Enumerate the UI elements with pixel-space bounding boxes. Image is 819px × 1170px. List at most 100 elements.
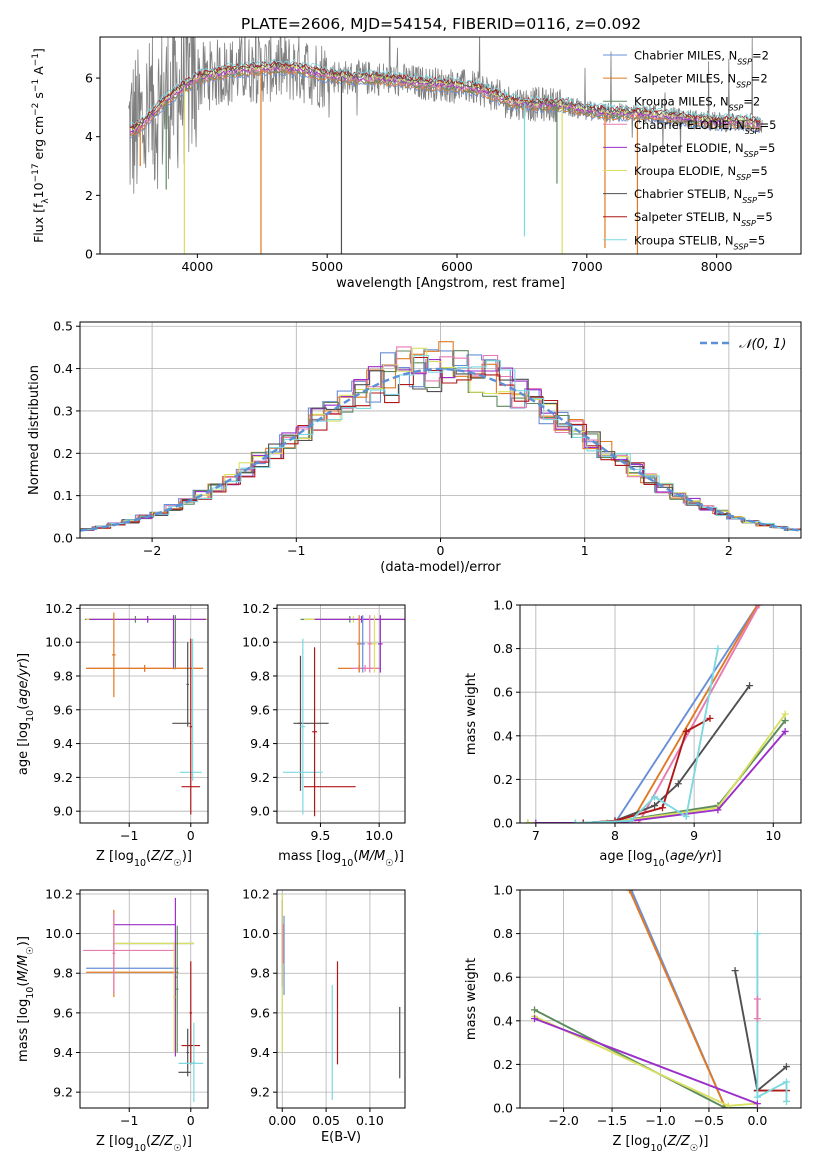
label-part: M/M <box>16 955 31 982</box>
y-axis-label: Normed distribution <box>27 365 42 495</box>
histogram-salpeter-elodie <box>80 359 801 531</box>
spectrum-data-line <box>128 37 763 194</box>
legend-label-main: Salpeter MILES, N <box>634 72 736 86</box>
error-bar-point-6 <box>86 664 204 672</box>
y-tick-label: 10.0 <box>45 635 73 650</box>
label-part: M/M <box>358 849 385 864</box>
y-tick-label: 9.2 <box>53 1085 73 1100</box>
axes-frame: 4000 5000 6000 7000 8000 0 2 4 6 wavelength [Angs… <box>31 36 802 291</box>
error-bar-point-15 <box>312 647 317 817</box>
weight-marker-5-3 <box>781 727 789 735</box>
y-tick-label: 9.4 <box>250 1045 270 1060</box>
axes-border <box>519 604 802 824</box>
y-tick-label: 0.0 <box>493 1101 513 1116</box>
y-tick-label: 9.4 <box>53 736 73 751</box>
x-axis-label: age [log10(age/yr)] <box>599 849 721 869</box>
plot-area <box>83 897 204 1103</box>
y-tick-label: 0.0 <box>53 531 73 546</box>
residuals-legend: 𝒩(0, 1) <box>700 337 786 352</box>
x-tick-label: −1.0 <box>645 1113 675 1128</box>
error-bar-point-6 <box>360 615 366 673</box>
axes-frame: −2 −1 0 1 2 0.0 0.1 0.2 0.3 0.4 0.5 𝒩(0, 1) (data-mo… <box>27 319 802 575</box>
weight-marker-7-1 <box>753 1093 761 1101</box>
legend-label-sub: SSP <box>744 149 759 158</box>
label-part: )] <box>182 1134 192 1149</box>
model-line-kroupa-stelib <box>129 59 762 125</box>
y-tick-label: 6 <box>85 71 93 86</box>
error-bar-point-10 <box>176 925 179 1053</box>
weight-marker-8-1 <box>627 817 635 823</box>
label-part: Z [log <box>96 849 134 864</box>
weight-marker-7-0 <box>579 819 587 823</box>
x-tick-label: 9.5 <box>311 828 331 843</box>
x-tick-label: 1 <box>581 543 589 558</box>
error-bar-point-14 <box>186 1028 189 1077</box>
x-tick-label: −1 <box>120 1113 138 1128</box>
legend-label-tail: =5 <box>758 141 775 155</box>
axes-border <box>79 604 209 824</box>
histogram-kroupa-elodie <box>80 347 801 531</box>
weight-marker-5-3 <box>782 1063 790 1071</box>
axes-border <box>276 604 406 824</box>
y-tick-label: 0.4 <box>53 361 73 376</box>
weight-marker-4-0 <box>524 819 532 823</box>
y-tick-label: 0.8 <box>493 926 513 941</box>
label-part: 10 <box>31 182 46 198</box>
residuals-panel: −2 −1 0 1 2 0.0 0.1 0.2 0.3 0.4 0.5 𝒩(0, 1) (data-mo… <box>27 319 802 575</box>
label-part: )] <box>16 653 31 663</box>
plot-area <box>128 37 763 254</box>
weight-line-chabrier-elodie <box>583 605 760 823</box>
x-tick-label: 0 <box>437 543 445 558</box>
weight-marker-4-1 <box>753 1100 761 1108</box>
legend-label-tail: =5 <box>748 233 765 247</box>
legend-label-tail: =2 <box>751 72 768 86</box>
label-part: age [log <box>599 849 652 864</box>
legend-label-sub: SSP <box>729 103 744 112</box>
weight-line-salpeter-elodie <box>535 730 786 823</box>
label-part: ☉ <box>173 858 182 869</box>
y-tick-label: 0.1 <box>53 488 73 503</box>
weight-marker-3-3 <box>781 717 789 725</box>
y-tick-label: 0.5 <box>53 319 73 334</box>
label-part: ☉ <box>690 1143 699 1154</box>
x-axis-label: Z [log10(Z/Z☉)] <box>613 1134 709 1154</box>
error-bar-point-13 <box>300 638 306 815</box>
y-tick-label: 9.2 <box>250 770 270 785</box>
label-part: λ <box>41 198 51 204</box>
error-bar-point-16 <box>192 1022 196 1103</box>
axes-frame: 0.00 0.05 0.10 9.2 9.4 9.6 9.8 10.0 10.2 E(B-V) <box>242 886 406 1145</box>
label-part: −1 <box>31 53 41 66</box>
weight-marker-6-2 <box>651 802 659 810</box>
label-part: mass [log <box>278 849 341 864</box>
label-part: ( <box>663 1134 668 1149</box>
label-part: )] <box>711 849 721 864</box>
label-part: ( <box>353 849 358 864</box>
label-part: 10 <box>25 987 36 999</box>
gaussian-reference-curve <box>80 367 801 532</box>
y-tick-label: 0.8 <box>493 641 513 656</box>
plot-area <box>84 612 208 815</box>
weight-marker-1-0 <box>625 890 633 894</box>
x-tick-label: 8000 <box>701 259 733 274</box>
x-tick-label: 5000 <box>311 259 343 274</box>
x-tick-label: −1 <box>287 543 305 558</box>
label-part: −1 <box>31 79 41 92</box>
y-tick-label: 9.2 <box>53 770 73 785</box>
y-tick-label: 1.0 <box>493 598 513 613</box>
legend-label-main: Salpeter STELIB, N <box>634 210 741 224</box>
legend-label-tail: =5 <box>757 187 774 201</box>
y-tick-label: 10.2 <box>45 601 73 616</box>
y-tick-label: 10.0 <box>45 926 73 941</box>
x-tick-label: 0 <box>187 828 195 843</box>
x-tick-label: 0.00 <box>268 1113 296 1128</box>
grid-lines <box>277 605 405 823</box>
plot-area <box>80 341 801 532</box>
legend-label-sub: SSP <box>736 80 751 89</box>
label-part: ( <box>16 705 31 710</box>
legend-entry-0: Chabrier MILES, NSSP=2 <box>634 49 769 67</box>
label-part: A <box>31 66 46 79</box>
y-tick-label: 9.8 <box>250 966 270 981</box>
legend-label-tail: =2 <box>752 49 769 63</box>
legend-label-sub: SSP <box>736 173 751 182</box>
